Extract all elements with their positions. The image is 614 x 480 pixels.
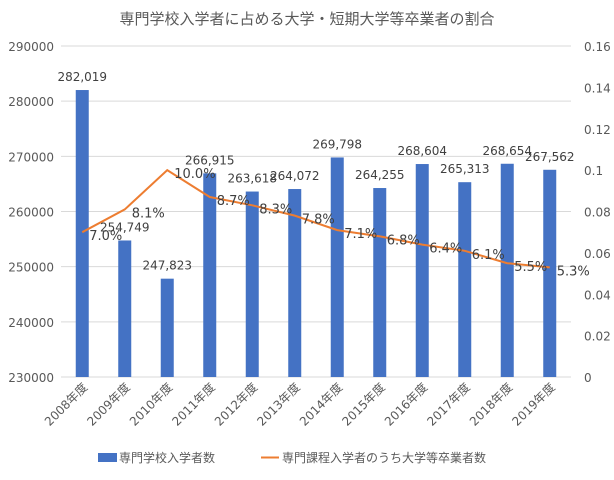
y-left-tick-label: 260000 (8, 206, 54, 220)
y-right-tick-label: 0.06 (584, 247, 611, 261)
bar-data-label: 268,604 (397, 144, 447, 158)
y-left-tick-label: 280000 (8, 95, 54, 109)
bar-data-label: 254,749 (100, 220, 150, 234)
y-right-tick-label: 0.16 (584, 40, 611, 54)
x-tick-label: 2015年度 (339, 380, 388, 429)
bar (458, 182, 472, 377)
bar (75, 90, 89, 378)
x-tick-label: 2018年度 (466, 380, 515, 429)
line-data-label: 6.8% (387, 233, 420, 248)
legend-swatch-bar (98, 453, 117, 462)
bar-data-label: 264,255 (355, 168, 405, 182)
bar-data-label: 265,313 (440, 162, 490, 176)
bar (160, 278, 174, 377)
line-data-label: 7.8% (302, 213, 335, 228)
y-right-tick-label: 0.04 (584, 288, 611, 302)
x-tick-label: 2011年度 (169, 380, 218, 429)
line-data-label: 8.3% (259, 202, 292, 217)
bar (500, 163, 514, 377)
legend-label-line: 専門課程入学者のうち大学等卒業者数 (282, 450, 486, 465)
y-left-tick-label: 270000 (8, 150, 54, 164)
x-tick-label: 2010年度 (126, 380, 175, 429)
line-data-label: 8.7% (217, 194, 250, 209)
x-tick-label: 2012年度 (211, 380, 260, 429)
y-right-tick-label: 0.14 (584, 81, 611, 95)
bar-data-label: 264,072 (270, 169, 320, 183)
x-tick-label: 2013年度 (254, 380, 303, 429)
bar-data-label: 268,654 (482, 144, 532, 158)
bar-data-label: 247,823 (142, 259, 192, 273)
bar-data-label: 263,618 (227, 172, 277, 186)
y-left-tick-label: 240000 (8, 316, 54, 330)
line-data-label: 6.1% (472, 248, 505, 263)
bar (203, 173, 217, 377)
line-data-label: 7.1% (344, 227, 377, 242)
bar (118, 240, 132, 377)
x-tick-label: 2014年度 (296, 380, 345, 429)
y-left-tick-label: 250000 (8, 261, 54, 275)
x-tick-label: 2016年度 (381, 380, 430, 429)
line-data-label: 8.1% (132, 206, 165, 221)
line-data-label: 5.3% (557, 264, 590, 279)
legend-label-bar: 専門学校入学者数 (119, 450, 215, 465)
bar (330, 157, 344, 377)
bar (373, 188, 387, 377)
bar (415, 164, 429, 377)
line-data-label: 6.4% (429, 242, 462, 257)
x-tick-label: 2017年度 (424, 380, 473, 429)
y-right-tick-label: 0.08 (584, 206, 611, 220)
y-right-tick-label: 0.1 (584, 164, 603, 178)
y-right-tick-label: 0.12 (584, 123, 611, 137)
bar (245, 191, 259, 377)
y-right-tick-label: 0 (584, 371, 592, 385)
bar (288, 189, 302, 377)
chart-title: 専門学校入学者に占める大学・短期大学等卒業者の割合 (119, 10, 494, 28)
y-left-tick-label: 290000 (8, 40, 54, 54)
bar-data-label: 267,562 (525, 150, 575, 164)
line-data-label: 10.0% (174, 167, 215, 182)
line-data-label: 7.0% (89, 229, 122, 244)
bar-data-label: 266,915 (185, 153, 235, 167)
x-tick-label: 2009年度 (84, 380, 133, 429)
ratio-line (81, 168, 550, 269)
bar-data-label: 282,019 (57, 70, 107, 84)
bar-data-label: 269,798 (312, 137, 362, 151)
x-tick-label: 2019年度 (509, 380, 558, 429)
y-left-tick-label: 230000 (8, 371, 54, 385)
x-tick-label: 2008年度 (41, 380, 90, 429)
y-right-tick-label: 0.02 (584, 330, 611, 344)
bar (543, 169, 557, 377)
line-data-label: 5.5% (514, 260, 547, 275)
